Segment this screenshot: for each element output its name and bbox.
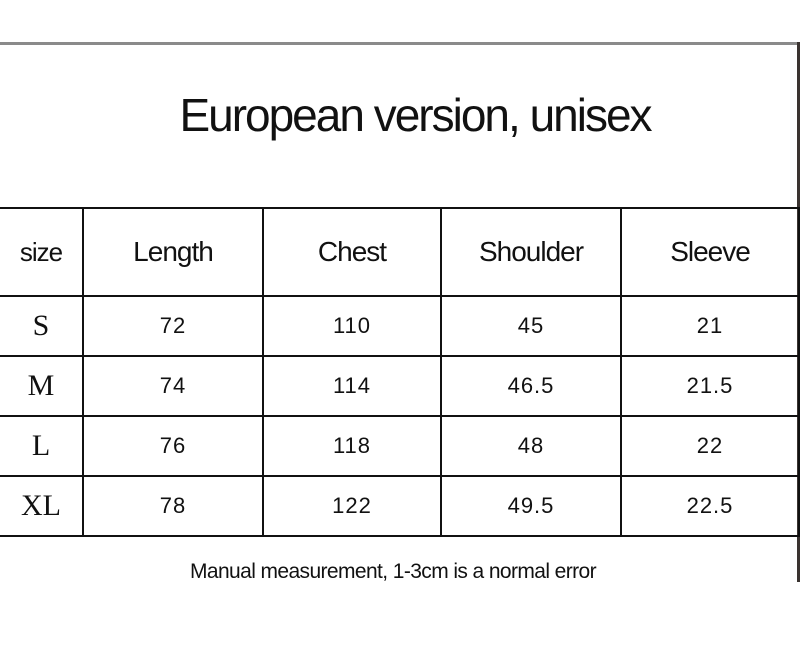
cell-size: S xyxy=(0,295,84,357)
cell-sleeve: 21 xyxy=(620,295,800,357)
page-title: European version, unisex xyxy=(179,89,652,141)
header-shoulder: Shoulder xyxy=(440,207,622,297)
cell-chest: 118 xyxy=(262,415,442,477)
cell-shoulder: 46.5 xyxy=(440,355,622,417)
cell-sleeve: 22.5 xyxy=(620,475,800,537)
cell-shoulder: 48 xyxy=(440,415,622,477)
cell-length: 74 xyxy=(82,355,264,417)
cell-size: XL xyxy=(0,475,84,537)
cell-size: L xyxy=(0,415,84,477)
cell-sleeve: 21.5 xyxy=(620,355,800,417)
top-border xyxy=(0,42,800,45)
table-row: L 76 118 48 22 xyxy=(0,415,800,477)
table-row: M 74 114 46.5 21.5 xyxy=(0,355,800,417)
header-length: Length xyxy=(82,207,264,297)
measurement-note: Manual measurement, 1-3cm is a normal er… xyxy=(189,560,597,583)
size-chart-table: size Length Chest Shoulder Sleeve S 72 1… xyxy=(0,207,800,537)
header-size: size xyxy=(0,207,84,297)
cell-length: 78 xyxy=(82,475,264,537)
table-row: XL 78 122 49.5 22.5 xyxy=(0,475,800,537)
cell-size: M xyxy=(0,355,84,417)
table-header-row: size Length Chest Shoulder Sleeve xyxy=(0,207,800,297)
table-row: S 72 110 45 21 xyxy=(0,295,800,357)
cell-shoulder: 49.5 xyxy=(440,475,622,537)
header-chest: Chest xyxy=(262,207,442,297)
header-sleeve: Sleeve xyxy=(620,207,800,297)
cell-chest: 110 xyxy=(262,295,442,357)
cell-sleeve: 22 xyxy=(620,415,800,477)
cell-length: 72 xyxy=(82,295,264,357)
cell-chest: 122 xyxy=(262,475,442,537)
cell-length: 76 xyxy=(82,415,264,477)
cell-shoulder: 45 xyxy=(440,295,622,357)
cell-chest: 114 xyxy=(262,355,442,417)
